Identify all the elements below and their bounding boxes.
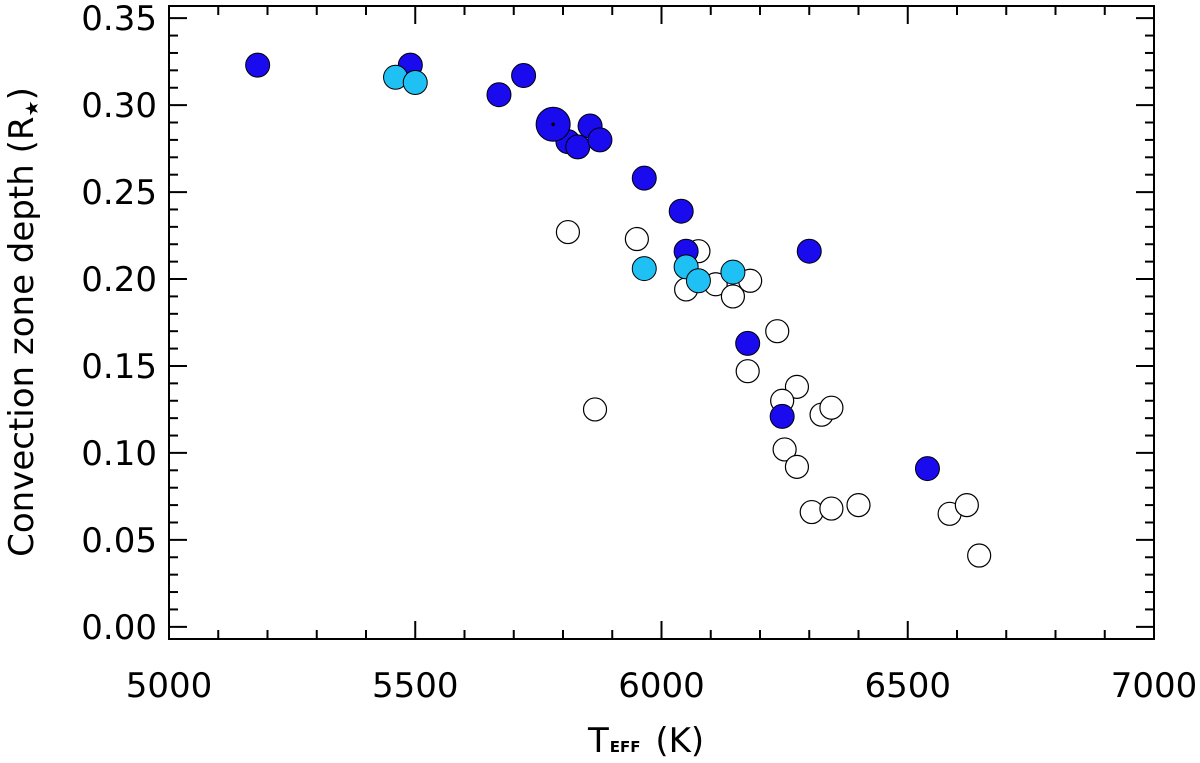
- dark-blue-data-point: [587, 127, 613, 153]
- y-tick-label: 0.05: [81, 521, 157, 561]
- open-data-point: [772, 437, 797, 462]
- sun-center-dot: [551, 122, 555, 127]
- tick-labels: 5000 5500 6000 6500 7000 0.00 0.05 0.10 0.15 0.20…: [81, 0, 1197, 706]
- dark-blue-data-point: [668, 198, 694, 224]
- x-axis-title: TEFF (K): [587, 721, 704, 761]
- dark-blue-data-point: [796, 238, 822, 264]
- open-data-point: [846, 492, 871, 518]
- open-data-point: [819, 496, 844, 521]
- y-tick-label: 0.25: [81, 173, 157, 213]
- dark-blue-data-point: [769, 403, 795, 429]
- plot-frame: [168, 5, 1155, 640]
- y-tick-label: 0.15: [81, 347, 157, 387]
- open-data-point: [819, 395, 844, 420]
- y-axis-label: Convection zone depth (R: [2, 117, 42, 557]
- y-tick-label: 0.30: [81, 86, 157, 126]
- x-tick-label: 6000: [618, 666, 705, 706]
- x-axis-label: T: [587, 721, 609, 761]
- open-data-point: [720, 284, 746, 309]
- y-axis-close: ): [2, 87, 42, 100]
- x-axis-subscript: EFF: [610, 738, 641, 756]
- y-axis-title: Convection zone depth (R★): [2, 87, 43, 557]
- dark-blue-data-point: [486, 82, 512, 108]
- dark-blue-data-point: [565, 134, 591, 160]
- x-tick-label: 7000: [1111, 666, 1198, 706]
- light-blue-data-point: [685, 268, 711, 294]
- x-axis-unit: (K): [645, 721, 705, 761]
- open-data-point: [967, 543, 992, 568]
- open-data-point: [582, 397, 608, 422]
- open-data-point: [784, 374, 810, 399]
- dark-blue-data-point: [511, 63, 537, 89]
- y-tick-label: 0.20: [81, 260, 157, 300]
- open-data-point: [784, 454, 810, 479]
- open-data-point: [765, 319, 790, 344]
- y-axis-star: ★: [22, 100, 43, 116]
- light-blue-data-point: [720, 259, 746, 285]
- open-data-point: [954, 492, 979, 518]
- data-points: [245, 52, 992, 568]
- open-data-point: [735, 359, 760, 384]
- x-tick-label: 6500: [864, 666, 951, 706]
- dark-blue-data-point: [914, 456, 940, 482]
- y-tick-label: 0.10: [81, 434, 157, 474]
- y-tick-label: 0.00: [81, 608, 157, 648]
- x-tick-label: 5500: [372, 666, 459, 706]
- dark-blue-data-point: [631, 165, 657, 191]
- open-data-point: [555, 219, 581, 245]
- light-blue-data-point: [631, 256, 657, 282]
- dark-blue-data-point: [245, 52, 271, 78]
- dark-blue-data-point: [735, 330, 761, 356]
- open-data-point: [624, 226, 649, 252]
- y-tick-label: 0.35: [81, 0, 157, 39]
- open-data-point: [799, 499, 824, 525]
- axis-ticks: [168, 6, 1155, 639]
- light-blue-data-point: [402, 70, 428, 96]
- x-tick-label: 5000: [126, 666, 213, 706]
